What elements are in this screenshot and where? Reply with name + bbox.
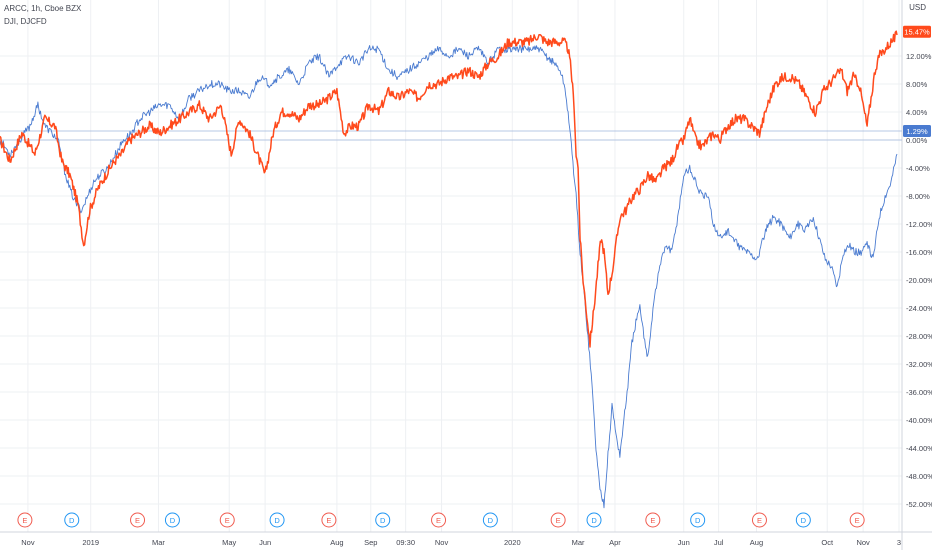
marker-label: E (556, 516, 561, 525)
marker-circle (849, 512, 865, 528)
y-tick-label: -32.00% (906, 360, 932, 369)
y-tick-label: -28.00% (906, 332, 932, 341)
y-tick-label: -36.00% (906, 388, 932, 397)
marker-circle (321, 512, 337, 528)
marker-label: E (225, 516, 230, 525)
last-value-badge-arcc: 15.47% (903, 25, 931, 38)
x-tick-label: Aug (750, 538, 763, 547)
dividend-marker[interactable]: D (795, 512, 811, 528)
marker-label: E (22, 516, 27, 525)
x-tick-label: Jun (259, 538, 271, 547)
dividend-marker[interactable]: D (375, 512, 391, 528)
series-line-dji[interactable] (0, 44, 898, 509)
x-tick-label: 2020 (504, 538, 521, 547)
earnings-marker[interactable]: E (645, 512, 661, 528)
y-tick-label: -16.00% (906, 248, 932, 257)
marker-circle (550, 512, 566, 528)
badge-text: 15.47% (904, 28, 930, 37)
marker-circle (431, 512, 447, 528)
marker-circle (482, 512, 498, 528)
dividend-marker[interactable]: D (690, 512, 706, 528)
badge-bg (903, 124, 931, 137)
marker-circle (17, 512, 33, 528)
earnings-marker[interactable]: E (321, 512, 337, 528)
marker-label: D (380, 516, 386, 525)
marker-label: E (757, 516, 762, 525)
y-tick-label: -12.00% (906, 220, 932, 229)
last-value-badge-dji: 1.29% (903, 124, 931, 137)
dividend-marker[interactable]: D (586, 512, 602, 528)
y-tick-label: 0.00% (906, 136, 928, 145)
legend-compare[interactable]: DJI, DJCFD (4, 17, 47, 26)
marker-circle (690, 512, 706, 528)
y-tick-label: -52.00% (906, 500, 932, 509)
y-tick-label: -40.00% (906, 416, 932, 425)
y-tick-label: 4.00% (906, 108, 928, 117)
y-tick-label: 8.00% (906, 80, 928, 89)
x-tick-label: 3 (897, 538, 901, 547)
marker-circle (375, 512, 391, 528)
x-tick-label: May (222, 538, 236, 547)
marker-label: E (326, 516, 331, 525)
currency-label: USD (909, 3, 926, 12)
x-tick-label: 09:30 (396, 538, 415, 547)
y-tick-label: -48.00% (906, 472, 932, 481)
x-tick-label: Jun (678, 538, 690, 547)
marker-label: E (650, 516, 655, 525)
y-tick-label: -24.00% (906, 304, 932, 313)
marker-circle (645, 512, 661, 528)
x-tick-label: Nov (856, 538, 870, 547)
marker-circle (269, 512, 285, 528)
series-line-arcc[interactable] (0, 30, 898, 348)
dividend-marker[interactable]: D (482, 512, 498, 528)
x-tick-label: Jul (714, 538, 724, 547)
x-tick-label: Mar (152, 538, 165, 547)
dividend-marker[interactable]: D (269, 512, 285, 528)
marker-label: E (135, 516, 140, 525)
earnings-marker[interactable]: E (751, 512, 767, 528)
marker-label: D (591, 516, 597, 525)
marker-circle (751, 512, 767, 528)
x-tick-label: 2019 (82, 538, 99, 547)
y-tick-label: -44.00% (906, 444, 932, 453)
earnings-marker[interactable]: E (550, 512, 566, 528)
marker-circle (164, 512, 180, 528)
marker-circle (586, 512, 602, 528)
marker-label: D (695, 516, 701, 525)
marker-circle (130, 512, 146, 528)
marker-circle (795, 512, 811, 528)
marker-label: D (488, 516, 494, 525)
earnings-marker[interactable]: E (17, 512, 33, 528)
earnings-marker[interactable]: E (431, 512, 447, 528)
y-tick-label: -8.00% (906, 192, 930, 201)
y-tick-label: -20.00% (906, 276, 932, 285)
x-tick-label: Oct (821, 538, 834, 547)
marker-circle (219, 512, 235, 528)
badge-text: 1.29% (906, 127, 928, 136)
x-tick-label: Nov (21, 538, 35, 547)
marker-label: E (855, 516, 860, 525)
marker-label: D (801, 516, 807, 525)
marker-label: D (69, 516, 75, 525)
earnings-marker[interactable]: E (130, 512, 146, 528)
earnings-marker[interactable]: E (219, 512, 235, 528)
legend-main[interactable]: ARCC, 1h, Cboe BZX (4, 4, 82, 13)
marker-label: D (170, 516, 176, 525)
earnings-marker[interactable]: E (849, 512, 865, 528)
dividend-marker[interactable]: D (64, 512, 80, 528)
marker-label: D (274, 516, 280, 525)
x-tick-label: Nov (435, 538, 449, 547)
dividend-marker[interactable]: D (164, 512, 180, 528)
x-tick-label: Aug (330, 538, 343, 547)
x-tick-label: Sep (364, 538, 377, 547)
x-tick-label: Apr (609, 538, 621, 547)
badge-bg (903, 25, 931, 38)
x-tick-label: Mar (572, 538, 585, 547)
marker-label: E (436, 516, 441, 525)
y-tick-label: 12.00% (906, 52, 932, 61)
marker-circle (64, 512, 80, 528)
y-tick-label: -4.00% (906, 164, 930, 173)
